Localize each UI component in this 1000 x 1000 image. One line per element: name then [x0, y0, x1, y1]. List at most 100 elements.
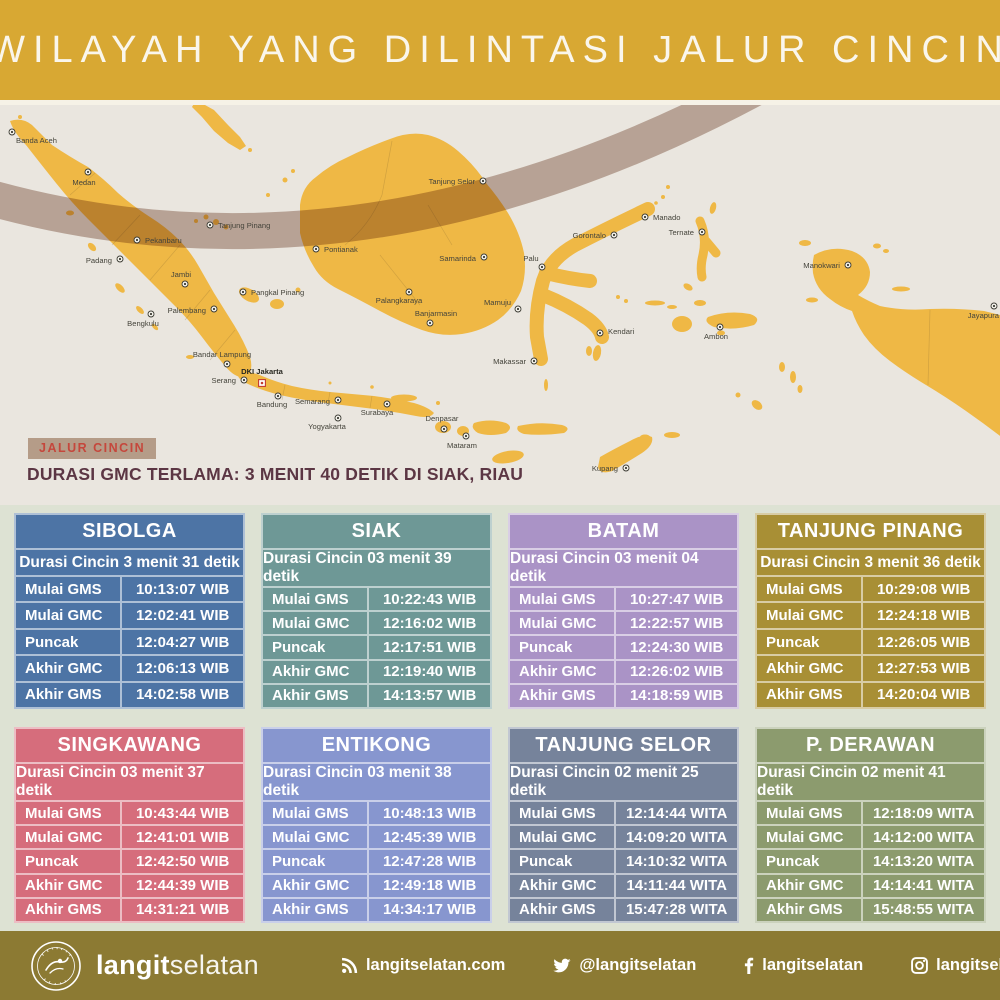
card-row: Puncak 12:26:05 WIB	[757, 627, 984, 655]
city-label-palembang: Palembang	[168, 306, 206, 315]
city-marker-palembang: Palembang	[168, 305, 218, 315]
card-city-name: SINGKAWANG	[57, 734, 202, 756]
card-row: Akhir GMC 12:26:02 WIB	[510, 658, 737, 683]
instagram-link[interactable]: langitselatanmedia	[911, 956, 1000, 975]
card-row-value: 14:18:59 WIB	[629, 687, 724, 705]
city-card-tanjung-pinang: TANJUNG PINANG Durasi Cincin 3 menit 36 d…	[755, 513, 986, 709]
city-marker-ternate: Ternate	[669, 228, 706, 237]
city-label-medan: Medan	[72, 178, 95, 187]
card-row-value: 14:12:00 WITA	[872, 828, 975, 846]
city-marker-samarinda: Samarinda	[439, 253, 488, 263]
city-label-mataram: Mataram	[447, 441, 477, 450]
card-city-name: SIBOLGA	[82, 520, 177, 542]
card-row: Puncak 12:17:51 WIB	[263, 634, 490, 659]
card-row-value: 14:11:44 WITA	[626, 877, 727, 895]
city-label-bandung: Bandung	[257, 400, 287, 409]
city-label-palangkaraya: Palangkaraya	[376, 296, 423, 305]
card-row: Akhir GMC 14:14:41 WITA	[757, 872, 984, 897]
card-row-value: 15:47:28 WITA	[625, 901, 728, 919]
card-row-label: Mulai GMC	[510, 612, 617, 635]
city-marker-tanjung-selor: Tanjung Selor	[429, 177, 487, 186]
card-row-value: 10:48:13 WIB	[382, 804, 477, 822]
card-row: Puncak 14:10:32 WITA	[510, 848, 737, 873]
city-marker-mataram: Mataram	[447, 432, 477, 450]
card-row-value: 14:34:17 WIB	[382, 901, 477, 919]
city-marker-pontianak: Pontianak	[312, 245, 358, 254]
facebook-icon	[745, 957, 754, 974]
city-label-serang: Serang	[212, 376, 237, 385]
facebook-link[interactable]: langitselatan	[744, 956, 863, 975]
city-marker-mamuju: Mamuju	[484, 298, 522, 313]
card-row: Akhir GMS 14:18:59 WIB	[510, 682, 737, 708]
twitter-link[interactable]: @langitselatan	[553, 956, 696, 975]
card-row: Mulai GMC 12:45:39 WIB	[263, 824, 490, 849]
city-label-tanjung-selor: Tanjung Selor	[429, 177, 476, 186]
indonesia-map-section: Banda Aceh Medan Tanjung Pinang Pekanbaru Pa…	[0, 105, 1000, 505]
city-marker-jayapura: Jayapura	[968, 302, 1000, 320]
card-row-label: Akhir GMC	[510, 660, 617, 683]
card-row-value: 10:43:44 WIB	[135, 804, 230, 822]
city-label-pangkal-pinang: Pangkal Pinang	[251, 288, 304, 297]
city-card-siak: SIAK Durasi Cincin 03 menit 39 detik Mulai…	[261, 513, 492, 709]
city-marker-banda-aceh: Banda Aceh	[8, 128, 57, 145]
card-row-value: 12:04:27 WIB	[135, 633, 230, 651]
card-row-label: Akhir GMC	[16, 874, 123, 897]
card-city-name: TANJUNG PINANG	[777, 520, 964, 542]
city-label-gorontalo: Gorontalo	[573, 231, 606, 240]
city-marker-ambon: Ambon	[704, 323, 728, 341]
card-row-label: Akhir GMC	[757, 874, 864, 897]
card-row-label: Akhir GMS	[16, 898, 123, 922]
card-row-label: Mulai GMS	[510, 802, 617, 825]
rss-icon	[341, 957, 358, 974]
city-marker-manokwari: Manokwari	[803, 261, 852, 270]
card-row-label: Mulai GMS	[757, 802, 864, 825]
card-row: Mulai GMS 12:18:09 WITA	[757, 800, 984, 825]
card-row-value: 12:18:09 WITA	[872, 804, 975, 822]
card-row: Mulai GMC 14:12:00 WITA	[757, 824, 984, 849]
card-duration: Durasi Cincin 03 menit 38 detik	[263, 762, 490, 800]
city-label-dki-jakarta: DKI Jakarta	[241, 367, 284, 376]
card-row-label: Puncak	[263, 636, 370, 659]
card-row-label: Akhir GMC	[510, 874, 617, 897]
header-banner: WILAYAH YANG DILINTASI JALUR CINCIN	[0, 0, 1000, 105]
card-row: Mulai GMS 10:22:43 WIB	[263, 586, 490, 611]
card-row-value: 12:26:05 WIB	[876, 633, 971, 651]
card-row-value: 10:13:07 WIB	[135, 580, 230, 598]
city-label-denpasar: Denpasar	[426, 414, 459, 423]
city-label-bengkulu: Bengkulu	[127, 319, 159, 328]
card-row-value: 12:49:18 WIB	[382, 877, 477, 895]
card-row: Mulai GMC 12:16:02 WIB	[263, 610, 490, 635]
card-row-value: 12:26:02 WIB	[629, 663, 724, 681]
card-row: Mulai GMC 12:22:57 WIB	[510, 610, 737, 635]
city-label-tanjung-pinang: Tanjung Pinang	[218, 221, 270, 230]
website-link[interactable]: langitselatan.com	[341, 956, 505, 975]
city-label-bandar-lampung: Bandar Lampung	[193, 350, 251, 359]
card-row: Akhir GMC 14:11:44 WITA	[510, 872, 737, 897]
city-marker-bandung: Bandung	[257, 392, 287, 409]
card-row: Mulai GMS 10:29:08 WIB	[757, 575, 984, 602]
city-label-surabaya: Surabaya	[361, 408, 394, 417]
card-row: Mulai GMC 12:24:18 WIB	[757, 601, 984, 628]
city-card-entikong: ENTIKONG Durasi Cincin 03 menit 38 detik M…	[261, 727, 492, 923]
card-row-value: 14:02:58 WIB	[135, 686, 230, 704]
indonesia-map: Banda Aceh Medan Tanjung Pinang Pekanbaru Pa…	[0, 105, 1000, 505]
card-row: Mulai GMC 12:02:41 WIB	[16, 601, 243, 628]
city-marker-bengkulu: Bengkulu	[127, 310, 159, 328]
city-marker-palu: Palu	[523, 254, 546, 271]
card-duration: Durasi Cincin 3 menit 31 detik	[16, 548, 243, 575]
card-row: Akhir GMS 14:31:21 WIB	[16, 896, 243, 922]
ring-path-legend: JALUR CINCIN	[28, 438, 157, 459]
card-row-value: 12:41:01 WIB	[135, 828, 230, 846]
card-row: Akhir GMS 15:47:28 WITA	[510, 896, 737, 922]
card-row-label: Akhir GMS	[757, 898, 864, 922]
page-title: WILAYAH YANG DILINTASI JALUR CINCIN	[0, 28, 1000, 71]
card-row-value: 12:02:41 WIB	[135, 607, 230, 625]
eclipse-path-band	[0, 105, 762, 250]
city-label-pontianak: Pontianak	[324, 245, 358, 254]
city-label-banda-aceh: Banda Aceh	[16, 136, 57, 145]
city-label-banjarmasin: Banjarmasin	[415, 309, 457, 318]
card-row-value: 14:31:21 WIB	[135, 901, 230, 919]
city-label-manado: Manado	[653, 213, 680, 222]
island-papua	[812, 248, 1000, 436]
card-row: Puncak 12:47:28 WIB	[263, 848, 490, 873]
